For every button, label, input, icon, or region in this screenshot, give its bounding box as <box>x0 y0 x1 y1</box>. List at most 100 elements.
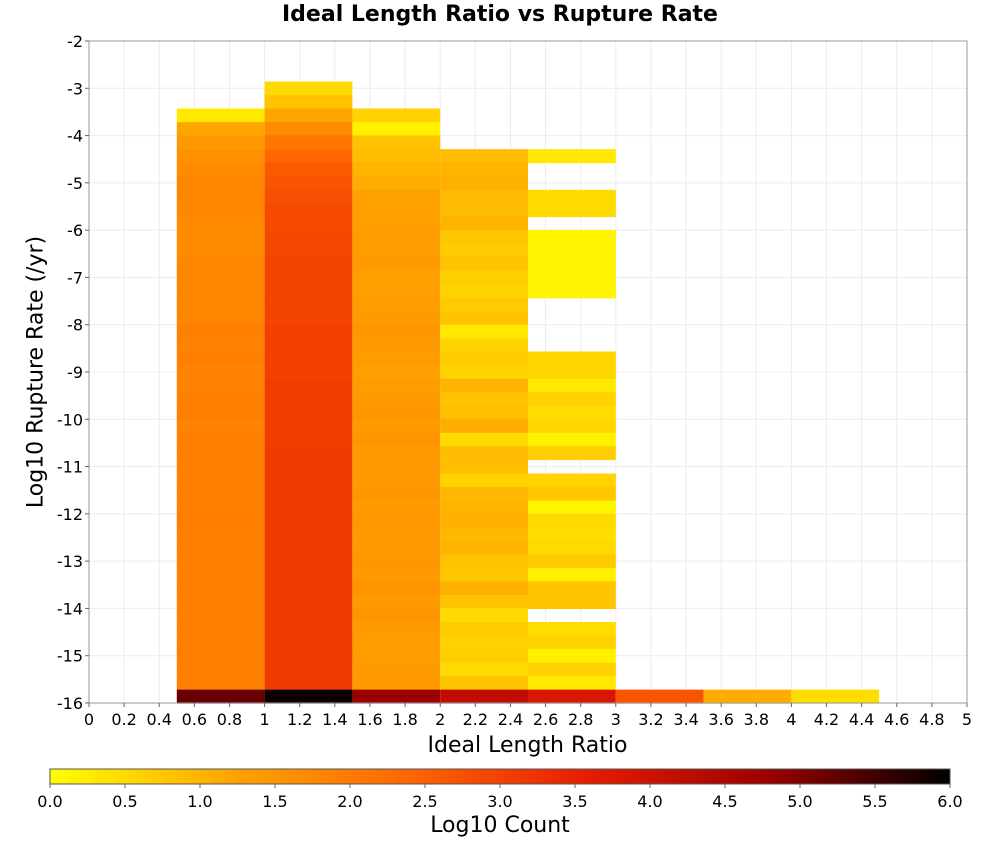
heatmap-cell <box>440 284 528 299</box>
heatmap-cell <box>440 311 528 326</box>
heatmap-cell <box>176 392 265 407</box>
heatmap-cell <box>440 189 528 204</box>
heatmap-cell <box>528 568 616 583</box>
heatmap-cell <box>352 513 441 528</box>
colorbar <box>49 768 951 785</box>
heatmap-cell <box>176 473 265 488</box>
heatmap-cell <box>440 432 528 447</box>
heatmap-cell <box>528 527 616 542</box>
heatmap-cell <box>264 95 353 110</box>
heatmap-cell <box>352 108 441 123</box>
heatmap-cell <box>264 149 353 164</box>
heatmap-cell <box>176 662 265 677</box>
heatmap-cell <box>440 689 528 704</box>
heatmap-cell <box>352 568 441 583</box>
heatmap-cell <box>528 203 616 218</box>
heatmap-cell <box>440 581 528 596</box>
heatmap-cell <box>440 648 528 663</box>
heatmap-cell <box>352 378 441 393</box>
heatmap-cell <box>440 324 528 339</box>
heatmap-cell <box>264 122 353 137</box>
colorbar-ticks: 0.0 0.5 1.0 1.5 2.0 2.5 3.0 3.5 4.0 4.5 5.0 5.5 6.0 <box>37 784 963 811</box>
heatmap-cell <box>352 486 441 501</box>
heatmap-cell <box>352 527 441 542</box>
heatmap-cell <box>264 81 353 96</box>
heatmap-cell <box>264 446 353 461</box>
chart-title: Ideal Length Ratio vs Rupture Rate <box>282 2 718 27</box>
heatmap-cell <box>440 675 528 690</box>
heatmap-cell <box>528 405 616 420</box>
heatmap-cell <box>352 622 441 637</box>
heatmap-cell <box>264 297 353 312</box>
heatmap-cell <box>176 446 265 461</box>
colorbar-tick-label: 6.0 <box>937 792 962 811</box>
heatmap-cell <box>528 540 616 555</box>
heatmap-cell <box>615 689 704 704</box>
heatmap-cell <box>528 554 616 569</box>
heatmap-cell <box>528 230 616 245</box>
heatmap-cell <box>176 432 265 447</box>
heatmap-cell <box>352 540 441 555</box>
y-tick-label: -8 <box>67 316 83 335</box>
heatmap-cell <box>176 419 265 434</box>
heatmap-cell <box>264 635 353 650</box>
heatmap-cells <box>176 81 880 704</box>
heatmap-cell <box>440 419 528 434</box>
x-tick-label: 4.6 <box>884 710 909 729</box>
heatmap-cell <box>176 297 265 312</box>
heatmap-cell <box>264 135 353 150</box>
heatmap-cell <box>264 622 353 637</box>
heatmap-cell <box>352 500 441 515</box>
heatmap-cell <box>440 486 528 501</box>
heatmap-cell <box>264 568 353 583</box>
heatmap-cell <box>440 662 528 677</box>
y-tick-label: -11 <box>57 458 83 477</box>
heatmap-cell <box>264 662 353 677</box>
heatmap-cell <box>352 243 441 258</box>
colorbar-tick-label: 1.5 <box>262 792 287 811</box>
x-tick-label: 2.8 <box>568 710 593 729</box>
heatmap-cell <box>176 270 265 285</box>
heatmap-cell <box>352 256 441 271</box>
heatmap-cell <box>528 648 616 663</box>
x-tick-label: 3.6 <box>708 710 733 729</box>
heatmap-cell <box>528 351 616 366</box>
heatmap-cell <box>528 675 616 690</box>
heatmap-cell <box>264 540 353 555</box>
heatmap-cell <box>440 595 528 610</box>
colorbar-tick-label: 3.5 <box>562 792 587 811</box>
heatmap-cell <box>264 351 353 366</box>
heatmap-cell <box>440 446 528 461</box>
y-tick-label: -7 <box>67 268 83 287</box>
heatmap-cell <box>528 243 616 258</box>
heatmap-cell <box>352 473 441 488</box>
x-tick-label: 2.4 <box>498 710 523 729</box>
heatmap-cell <box>528 284 616 299</box>
heatmap-cell <box>176 284 265 299</box>
heatmap-cell <box>440 540 528 555</box>
heatmap-cell <box>528 581 616 596</box>
heatmap-cell <box>352 446 441 461</box>
heatmap-cell <box>264 392 353 407</box>
heatmap-cell <box>264 595 353 610</box>
heatmap-cell <box>440 635 528 650</box>
x-tick-label: 3.4 <box>673 710 698 729</box>
heatmap-cell <box>352 419 441 434</box>
heatmap-cell <box>352 432 441 447</box>
x-tick-label: 3.2 <box>638 710 663 729</box>
heatmap-cell <box>528 595 616 610</box>
y-tick-label: -10 <box>57 410 83 429</box>
heatmap-cell <box>264 338 353 353</box>
heatmap-cell <box>440 378 528 393</box>
heatmap-cell <box>352 365 441 380</box>
heatmap-cell <box>176 648 265 663</box>
heatmap-cell <box>440 203 528 218</box>
heatmap-cell <box>440 500 528 515</box>
x-tick-label: 4.4 <box>849 710 874 729</box>
heatmap-cell <box>352 230 441 245</box>
heatmap-cell <box>352 216 441 231</box>
heatmap-cell <box>264 162 353 177</box>
heatmap-cell <box>528 432 616 447</box>
heatmap-cell <box>352 122 441 137</box>
heatmap-cell <box>440 513 528 528</box>
